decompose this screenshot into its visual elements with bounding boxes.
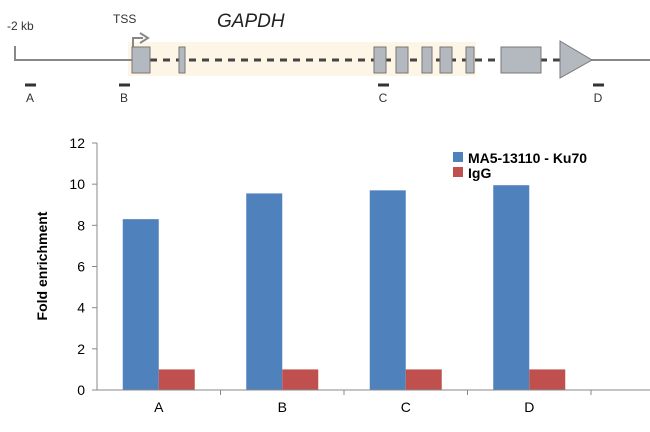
primer-b-label: B	[120, 91, 128, 105]
y-axis-label: Fold enrichment	[34, 211, 50, 320]
x-tick-label-a: A	[154, 399, 164, 415]
legend-label-igg: IgG	[468, 165, 491, 181]
y-tick-label: 6	[77, 259, 85, 275]
y-tick-label: 10	[69, 176, 85, 192]
legend-label-ku70: MA5-13110 - Ku70	[468, 150, 587, 166]
x-tick-label-d: D	[524, 399, 534, 415]
legend-swatch-ku70	[453, 152, 463, 162]
primer-a-label: A	[26, 91, 34, 105]
y-tick-label: 8	[77, 217, 85, 233]
tss-label: TSS	[113, 12, 136, 26]
legend-swatch-igg	[453, 167, 463, 177]
y-tick-label: 12	[69, 135, 85, 151]
exons	[131, 40, 593, 79]
primer-d-label: D	[594, 91, 603, 105]
exon	[439, 46, 453, 74]
gene-name: GAPDH	[217, 11, 285, 32]
igg-bar-d	[529, 369, 566, 390]
x-tick-label-b: B	[278, 399, 287, 415]
igg-bar-a	[158, 369, 195, 390]
primer-c-label: C	[379, 91, 388, 105]
ku70-bar-a	[122, 219, 159, 390]
gene-diagram: -2 kb TSS GAPDH A B C D	[7, 11, 650, 105]
y-tick-label: 4	[77, 300, 85, 316]
exon	[465, 46, 475, 74]
ku70-bar-b	[246, 193, 283, 390]
upstream-label: -2 kb	[7, 19, 34, 33]
tss-arrow-icon	[132, 37, 143, 50]
gene-highlight	[128, 42, 476, 76]
exon	[373, 46, 387, 74]
exon	[421, 46, 433, 74]
igg-bar-c	[405, 369, 442, 390]
exon	[500, 46, 542, 74]
igg-bar-b	[282, 369, 319, 390]
ku70-bar-c	[369, 190, 406, 390]
exon	[395, 46, 409, 74]
exon	[178, 46, 186, 74]
exon-arrow	[559, 40, 593, 79]
exon	[131, 46, 151, 74]
legend: MA5-13110 - Ku70 IgG	[453, 150, 587, 181]
y-tick-label: 0	[77, 382, 85, 398]
bar-chart: 0 2 4 6 8 10 12 A B C D Fold enrichment MA5-13110…	[34, 135, 650, 415]
y-tick-label: 2	[77, 341, 85, 357]
x-tick-label-c: C	[401, 399, 411, 415]
ku70-bar-d	[493, 185, 530, 390]
